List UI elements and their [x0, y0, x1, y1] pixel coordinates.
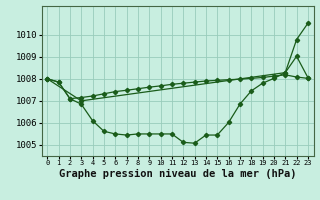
X-axis label: Graphe pression niveau de la mer (hPa): Graphe pression niveau de la mer (hPa) — [59, 169, 296, 179]
